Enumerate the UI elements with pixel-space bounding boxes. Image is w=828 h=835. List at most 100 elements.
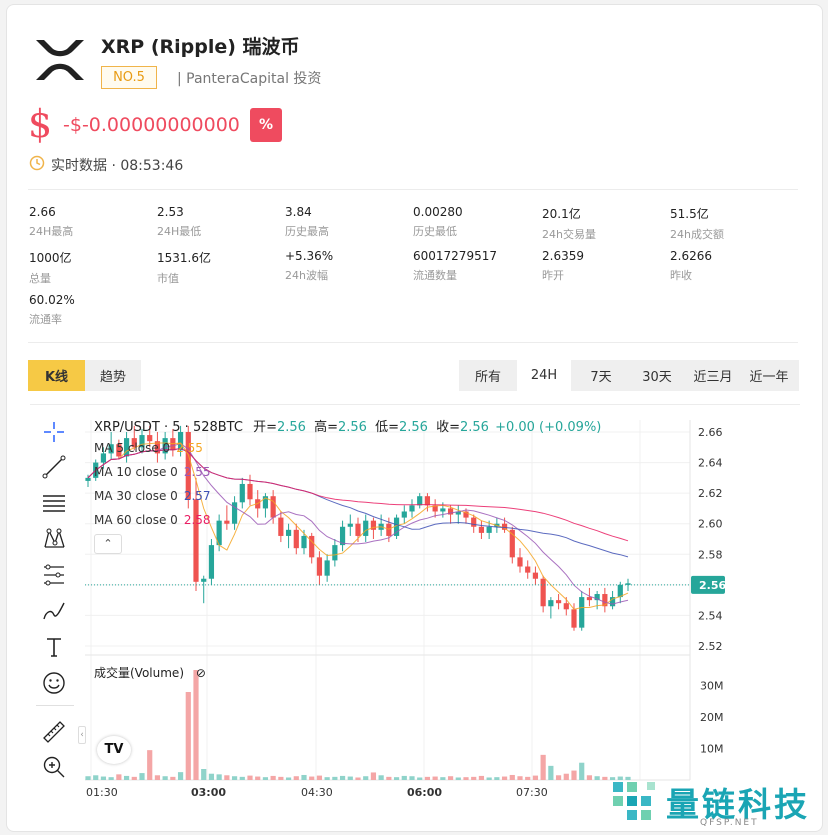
volume-bar	[193, 670, 199, 780]
volume-bar	[432, 776, 438, 780]
trend-line-icon[interactable]	[40, 453, 68, 481]
volume-bar	[363, 776, 369, 780]
candle-body	[548, 600, 554, 607]
brush-icon[interactable]	[40, 597, 68, 625]
y-tick-label: 2.58	[698, 548, 723, 561]
stat-item: 2.53 24H最低	[157, 205, 201, 239]
zoom-in-icon[interactable]	[40, 753, 68, 781]
volume-tick-label: 30M	[700, 680, 724, 693]
stat-label: 24H最低	[157, 225, 202, 238]
stat-value: 60.02%	[29, 293, 75, 307]
candle-body	[332, 545, 338, 561]
crosshair-icon[interactable]	[40, 418, 68, 446]
y-tick-label: 2.66	[698, 426, 723, 439]
ruler-icon[interactable]	[40, 718, 68, 746]
candle-body	[463, 511, 469, 518]
stat-label: 24H最高	[29, 225, 74, 238]
candle-body	[262, 496, 269, 509]
pattern-icon[interactable]	[40, 525, 68, 553]
candle-body	[355, 523, 361, 536]
tab-24h[interactable]: 24H	[517, 360, 571, 391]
candle-body	[532, 572, 539, 579]
collapse-legend-button[interactable]: ⌃	[94, 534, 122, 554]
volume-bar	[270, 775, 276, 780]
volume-bar	[170, 776, 176, 780]
volume-bar	[139, 773, 145, 780]
candle-body	[316, 557, 323, 576]
realtime-label: 实时数据 · 08:53:46	[51, 158, 184, 174]
chart-header: XRP/USDT · 5 · 528BTC 开=2.56 高=2.56 低=2.…	[94, 416, 601, 435]
volume-bar	[247, 775, 253, 780]
volume-bar	[208, 773, 215, 780]
stat-label: 昨开	[542, 269, 564, 282]
y-tick-label: 2.62	[698, 487, 723, 500]
candle-body	[571, 609, 577, 628]
candle-body	[401, 511, 407, 518]
collapse-toolbar-button[interactable]: ‹	[78, 726, 86, 744]
ma-value: 2.55	[176, 441, 203, 455]
ma-legend: MA 5 close 0 2.55 MA 10 close 0 2.55 MA 30 c…	[94, 440, 211, 536]
close-value: 2.56	[459, 420, 489, 435]
volume-bar	[447, 776, 454, 780]
volume-bar	[131, 776, 137, 780]
stat-item: 2.6359 昨开	[542, 249, 584, 283]
stat-value: 1531.6亿	[157, 251, 211, 265]
ma-label: MA 60 close 0	[94, 513, 178, 527]
candle-body	[293, 529, 299, 549]
tab-trend[interactable]: 趋势	[85, 360, 141, 391]
stat-item: 3.84 历史最高	[285, 205, 329, 239]
tab-30d[interactable]: 30天	[642, 370, 672, 385]
watermark-url: QFSP.NET	[700, 818, 759, 828]
volume-bar	[324, 777, 330, 780]
emoji-icon[interactable]	[40, 669, 68, 697]
volume-bar	[594, 776, 600, 780]
candle-body	[170, 438, 176, 451]
ma-legend-item: MA 10 close 0 2.55	[94, 464, 211, 488]
volume-bar	[486, 777, 492, 780]
stat-value: 20.1亿	[542, 207, 581, 221]
tab-1y[interactable]: 近一年	[749, 370, 789, 385]
volume-bar	[85, 776, 91, 780]
dollar-icon: $	[28, 102, 53, 146]
divider	[28, 342, 798, 343]
forecast-icon[interactable]	[40, 561, 68, 589]
low-label: 低=	[375, 420, 399, 435]
volume-bar	[100, 776, 107, 780]
volume-bar	[625, 776, 631, 780]
stat-item: 2.66 24H最高	[29, 205, 73, 239]
candle-body	[363, 520, 369, 536]
volume-bar	[509, 774, 515, 780]
volume-title-text: 成交量(Volume)	[94, 666, 184, 680]
tab-all[interactable]: 所有	[474, 370, 501, 385]
fib-lines-icon[interactable]	[40, 489, 68, 517]
hide-icon[interactable]: ⊘	[195, 666, 206, 680]
text-icon[interactable]	[40, 633, 68, 661]
tab-3m[interactable]: 近三月	[693, 370, 733, 385]
price-value: -$-0.00000000000	[63, 114, 240, 136]
candle-body	[602, 594, 608, 607]
stat-label: 流通率	[29, 313, 62, 326]
stat-item: +5.36% 24h波幅	[285, 249, 333, 283]
investor-label[interactable]: | PanteraCapital 投资	[177, 71, 322, 87]
candle-body	[278, 517, 284, 536]
volume-bar	[586, 775, 593, 780]
volume-bar	[278, 776, 284, 780]
stat-value: 0.00280	[413, 205, 463, 219]
ma-legend-item: MA 5 close 0 2.55	[94, 440, 211, 464]
volume-bar	[332, 776, 338, 780]
candle-body	[285, 529, 292, 536]
coin-name: XRP (Ripple) 瑞波币	[101, 36, 300, 58]
candle-body	[424, 496, 431, 506]
tab-kline[interactable]: K线	[28, 360, 85, 391]
volume-tick-label: 20M	[700, 711, 724, 724]
ma-value: 2.55	[183, 465, 211, 479]
stat-value: +5.36%	[285, 249, 334, 263]
volume-bar	[301, 774, 307, 780]
candle-body	[108, 444, 114, 454]
tab-7d[interactable]: 7天	[590, 370, 612, 385]
stat-value: 2.53	[157, 205, 184, 219]
volume-title: 成交量(Volume) ⊘	[94, 664, 206, 681]
candle-body	[525, 566, 531, 573]
candle-body	[247, 483, 253, 500]
